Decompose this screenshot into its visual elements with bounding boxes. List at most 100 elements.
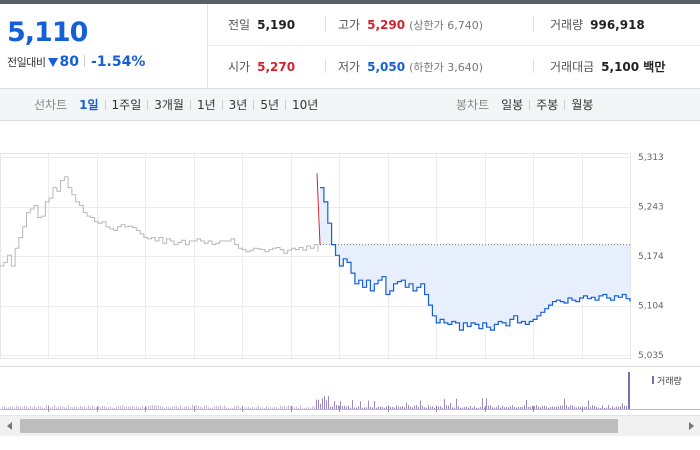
volume-bar [210,407,211,409]
volume-bar [380,406,381,409]
current-price-box: 5,110 전일대비 80 -1.54% [0,4,208,88]
tab-10-years[interactable]: 10년 [292,98,319,112]
volume-bar [92,405,93,409]
volume-bar [340,401,341,409]
chart-scrollbar[interactable] [0,415,700,436]
volume-bar [264,408,265,409]
volume-bar [450,402,451,409]
volume-bar [250,407,251,409]
volume-bar [164,407,165,409]
stat-value: 5,290 [367,18,406,32]
volume-bar [394,407,395,409]
tab-weekly-candle[interactable]: 주봉 [536,98,559,112]
volume-bar [18,406,19,409]
volume-bar [616,406,617,409]
volume-bar [412,407,413,409]
volume-bar [396,405,397,409]
volume-bar [566,405,567,409]
volume-bar [148,405,149,409]
volume-bar [536,405,537,409]
volume-bar [64,407,65,409]
volume-bar [516,407,517,409]
stat-trade-value: 거래대금 5,100 백만 [550,58,665,75]
volume-bar [618,406,619,409]
stat-divider [533,17,534,31]
volume-bar [124,407,125,409]
tab-monthly-candle[interactable]: 월봉 [571,98,594,112]
volume-bar [134,406,135,409]
tab-3-months[interactable]: 3개월 [154,98,184,112]
volume-bar [404,407,405,409]
volume-bar [416,405,417,409]
volume-bar [314,406,315,409]
volume-bar [36,407,37,409]
volume-bar [528,406,529,409]
volume-bar [286,407,287,409]
volume-bar [520,407,521,409]
volume-bar [16,405,17,409]
volume-bar [106,407,107,409]
volume-bar [154,405,155,409]
stats-row-2: 시가 5,270 저가 5,050 (하한가 3,640) 거래대금 5,100 백만 [208,46,700,87]
volume-bar [558,406,559,409]
volume-bar [316,399,317,409]
volume-bar [342,406,343,409]
volume-bar [572,405,573,409]
price-lines [0,173,631,331]
tab-1-week[interactable]: 1주일 [111,98,142,112]
volume-bar [40,406,41,409]
volume-bar [542,405,543,409]
volume-bar [204,405,205,409]
volume-bar [190,407,191,409]
intraday-price-chart: 5,313 5,243 5,174 5,104 5,035 거래량 [0,140,700,412]
volume-bar [268,407,269,409]
volume-bar [610,407,611,409]
tab-3-years[interactable]: 3년 [228,98,248,112]
volume-bar [132,405,133,409]
volume-bar [270,406,271,409]
tab-daily-candle[interactable]: 일봉 [501,98,524,112]
volume-bar [220,405,221,409]
volume-bar [324,395,325,409]
current-price: 5,110 [7,17,88,48]
volume-bar [480,407,481,409]
volume-bar [354,407,355,409]
volume-bar [504,407,505,409]
volume-bar [66,407,67,409]
tab-divider [253,99,255,110]
volume-bar [356,407,357,409]
scroll-right-button[interactable] [682,416,700,436]
volume-bar [436,405,437,409]
volume-bar [418,406,419,409]
volume-bar [498,405,499,409]
volume-bar [278,408,279,409]
volume-bar [490,405,491,409]
price-summary: 5,110 전일대비 80 -1.54% 전일 5,190 고가 5,290 (상한가 6… [0,4,700,88]
scrollbar-thumb[interactable] [20,419,618,433]
volume-bar [232,407,233,409]
volume-bar [56,407,57,409]
volume-bar [212,407,213,409]
tab-1-day[interactable]: 1일 [79,98,99,112]
volume-bar [116,406,117,409]
volume-bar [420,400,421,409]
volume-bar [358,406,359,409]
volume-bar [578,406,579,409]
volume-bar [304,407,305,409]
volume-bar [28,407,29,409]
volume-bar [102,405,103,409]
tab-1-year[interactable]: 1년 [196,98,216,112]
tab-5-years[interactable]: 5년 [260,98,280,112]
volume-bar [522,406,523,409]
tab-divider [529,99,531,110]
volume-bar [176,405,177,409]
volume-bar [168,406,169,409]
volume-bar [196,405,197,409]
stat-sub: (하한가 3,640) [409,61,483,74]
volume-bar [300,405,301,409]
stat-volume: 거래량 996,918 [550,16,645,33]
volume-bar [110,406,111,409]
line-chart-label: 선차트 [34,98,68,112]
scroll-left-button[interactable] [0,416,18,436]
volume-bar [326,400,327,409]
